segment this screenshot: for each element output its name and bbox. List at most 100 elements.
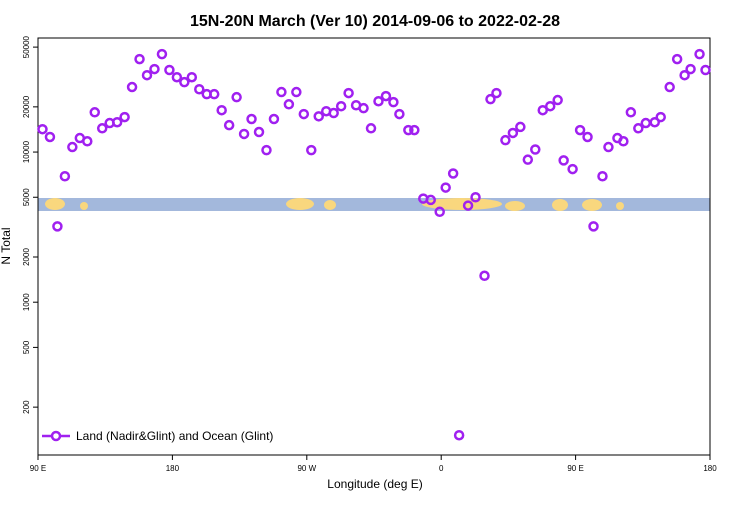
data-point	[179, 76, 190, 88]
data-point	[394, 108, 405, 120]
data-point	[283, 99, 295, 110]
data-point	[261, 144, 272, 156]
data-point	[223, 119, 235, 131]
data-point	[485, 93, 496, 105]
data-point	[544, 100, 556, 112]
data-point	[96, 123, 108, 134]
data-point	[328, 107, 339, 119]
y-tick-label: 50000	[22, 35, 31, 58]
data-point	[276, 86, 287, 98]
data-point	[582, 131, 593, 143]
x-axis-label: Longitude (deg E)	[327, 477, 422, 491]
data-point	[194, 84, 205, 95]
data-point	[694, 48, 705, 60]
data-point	[403, 124, 414, 136]
data-point	[59, 171, 71, 182]
data-point	[655, 111, 666, 123]
data-point	[507, 127, 519, 139]
data-point	[522, 154, 534, 165]
data-point	[246, 113, 257, 125]
data-point	[588, 221, 599, 232]
data-point	[558, 155, 569, 166]
data-point	[552, 94, 563, 106]
data-point	[685, 63, 696, 75]
data-point	[574, 124, 586, 136]
data-point	[164, 64, 175, 76]
y-axis-label: N Total	[0, 227, 13, 264]
data-point	[89, 107, 100, 118]
data-point	[52, 221, 63, 232]
data-point	[388, 96, 399, 108]
data-point	[119, 111, 130, 123]
data-point	[603, 141, 614, 153]
data-point	[156, 48, 168, 60]
y-tick-label: 500	[22, 340, 31, 354]
data-point	[216, 104, 227, 116]
data-point	[462, 200, 474, 211]
data-point	[141, 69, 153, 81]
data-point	[365, 123, 377, 134]
data-point	[649, 116, 660, 128]
y-tick-label: 20000	[22, 95, 31, 118]
chart-title: 15N-20N March (Ver 10) 2014-09-06 to 202…	[190, 13, 560, 30]
legend-label: Land (Nadir&Glint) and Ocean (Glint)	[76, 429, 273, 443]
data-point	[479, 270, 490, 282]
data-point	[491, 87, 502, 99]
data-point	[186, 71, 198, 83]
data-point	[231, 91, 242, 103]
data-point	[380, 90, 392, 102]
data-point	[671, 53, 683, 65]
data-point	[149, 63, 160, 75]
data-point	[238, 128, 250, 140]
y-tick-label: 10000	[22, 140, 31, 163]
data-point	[358, 102, 369, 114]
legend-marker	[50, 430, 62, 442]
data-point	[440, 182, 451, 193]
data-point	[679, 69, 690, 81]
data-point	[313, 111, 324, 122]
x-tick-label: 90 W	[297, 464, 316, 473]
data-point	[700, 64, 711, 76]
data-point	[335, 100, 347, 112]
plot-frame	[37, 37, 711, 456]
legend: Land (Nadir&Glint) and Ocean (Glint)	[42, 429, 273, 443]
map-band	[38, 198, 710, 211]
data-point	[515, 121, 526, 133]
data-point	[306, 144, 317, 156]
data-point	[253, 126, 265, 138]
y-tick-label: 5000	[22, 188, 31, 206]
data-point	[447, 168, 459, 179]
x-tick-label: 180	[166, 464, 180, 473]
data-point	[298, 108, 310, 120]
data-point	[343, 87, 354, 99]
data-point	[537, 104, 548, 116]
data-point	[453, 429, 465, 441]
x-tick-label: 0	[439, 464, 444, 473]
data-point	[134, 53, 145, 65]
x-tick-label: 180	[703, 464, 717, 473]
data-point	[434, 206, 445, 218]
data-point	[567, 163, 578, 175]
data-point	[67, 141, 78, 153]
data-point	[633, 123, 644, 134]
data-point	[409, 124, 420, 136]
data-point	[625, 107, 637, 118]
data-point	[208, 88, 220, 100]
x-tick-label: 90 E	[30, 464, 46, 473]
data-point	[111, 116, 123, 128]
data-point	[82, 136, 93, 147]
y-tick-label: 2000	[22, 248, 31, 266]
data-point	[373, 95, 384, 107]
data-point	[268, 113, 280, 125]
y-tick-label: 200	[22, 400, 31, 414]
y-tick-label: 1000	[22, 293, 31, 311]
data-point	[618, 136, 629, 147]
data-point	[44, 131, 56, 143]
data-point	[126, 81, 138, 93]
data-point	[500, 134, 511, 146]
data-point	[291, 86, 302, 98]
data-point	[37, 123, 48, 135]
data-point	[530, 144, 541, 155]
